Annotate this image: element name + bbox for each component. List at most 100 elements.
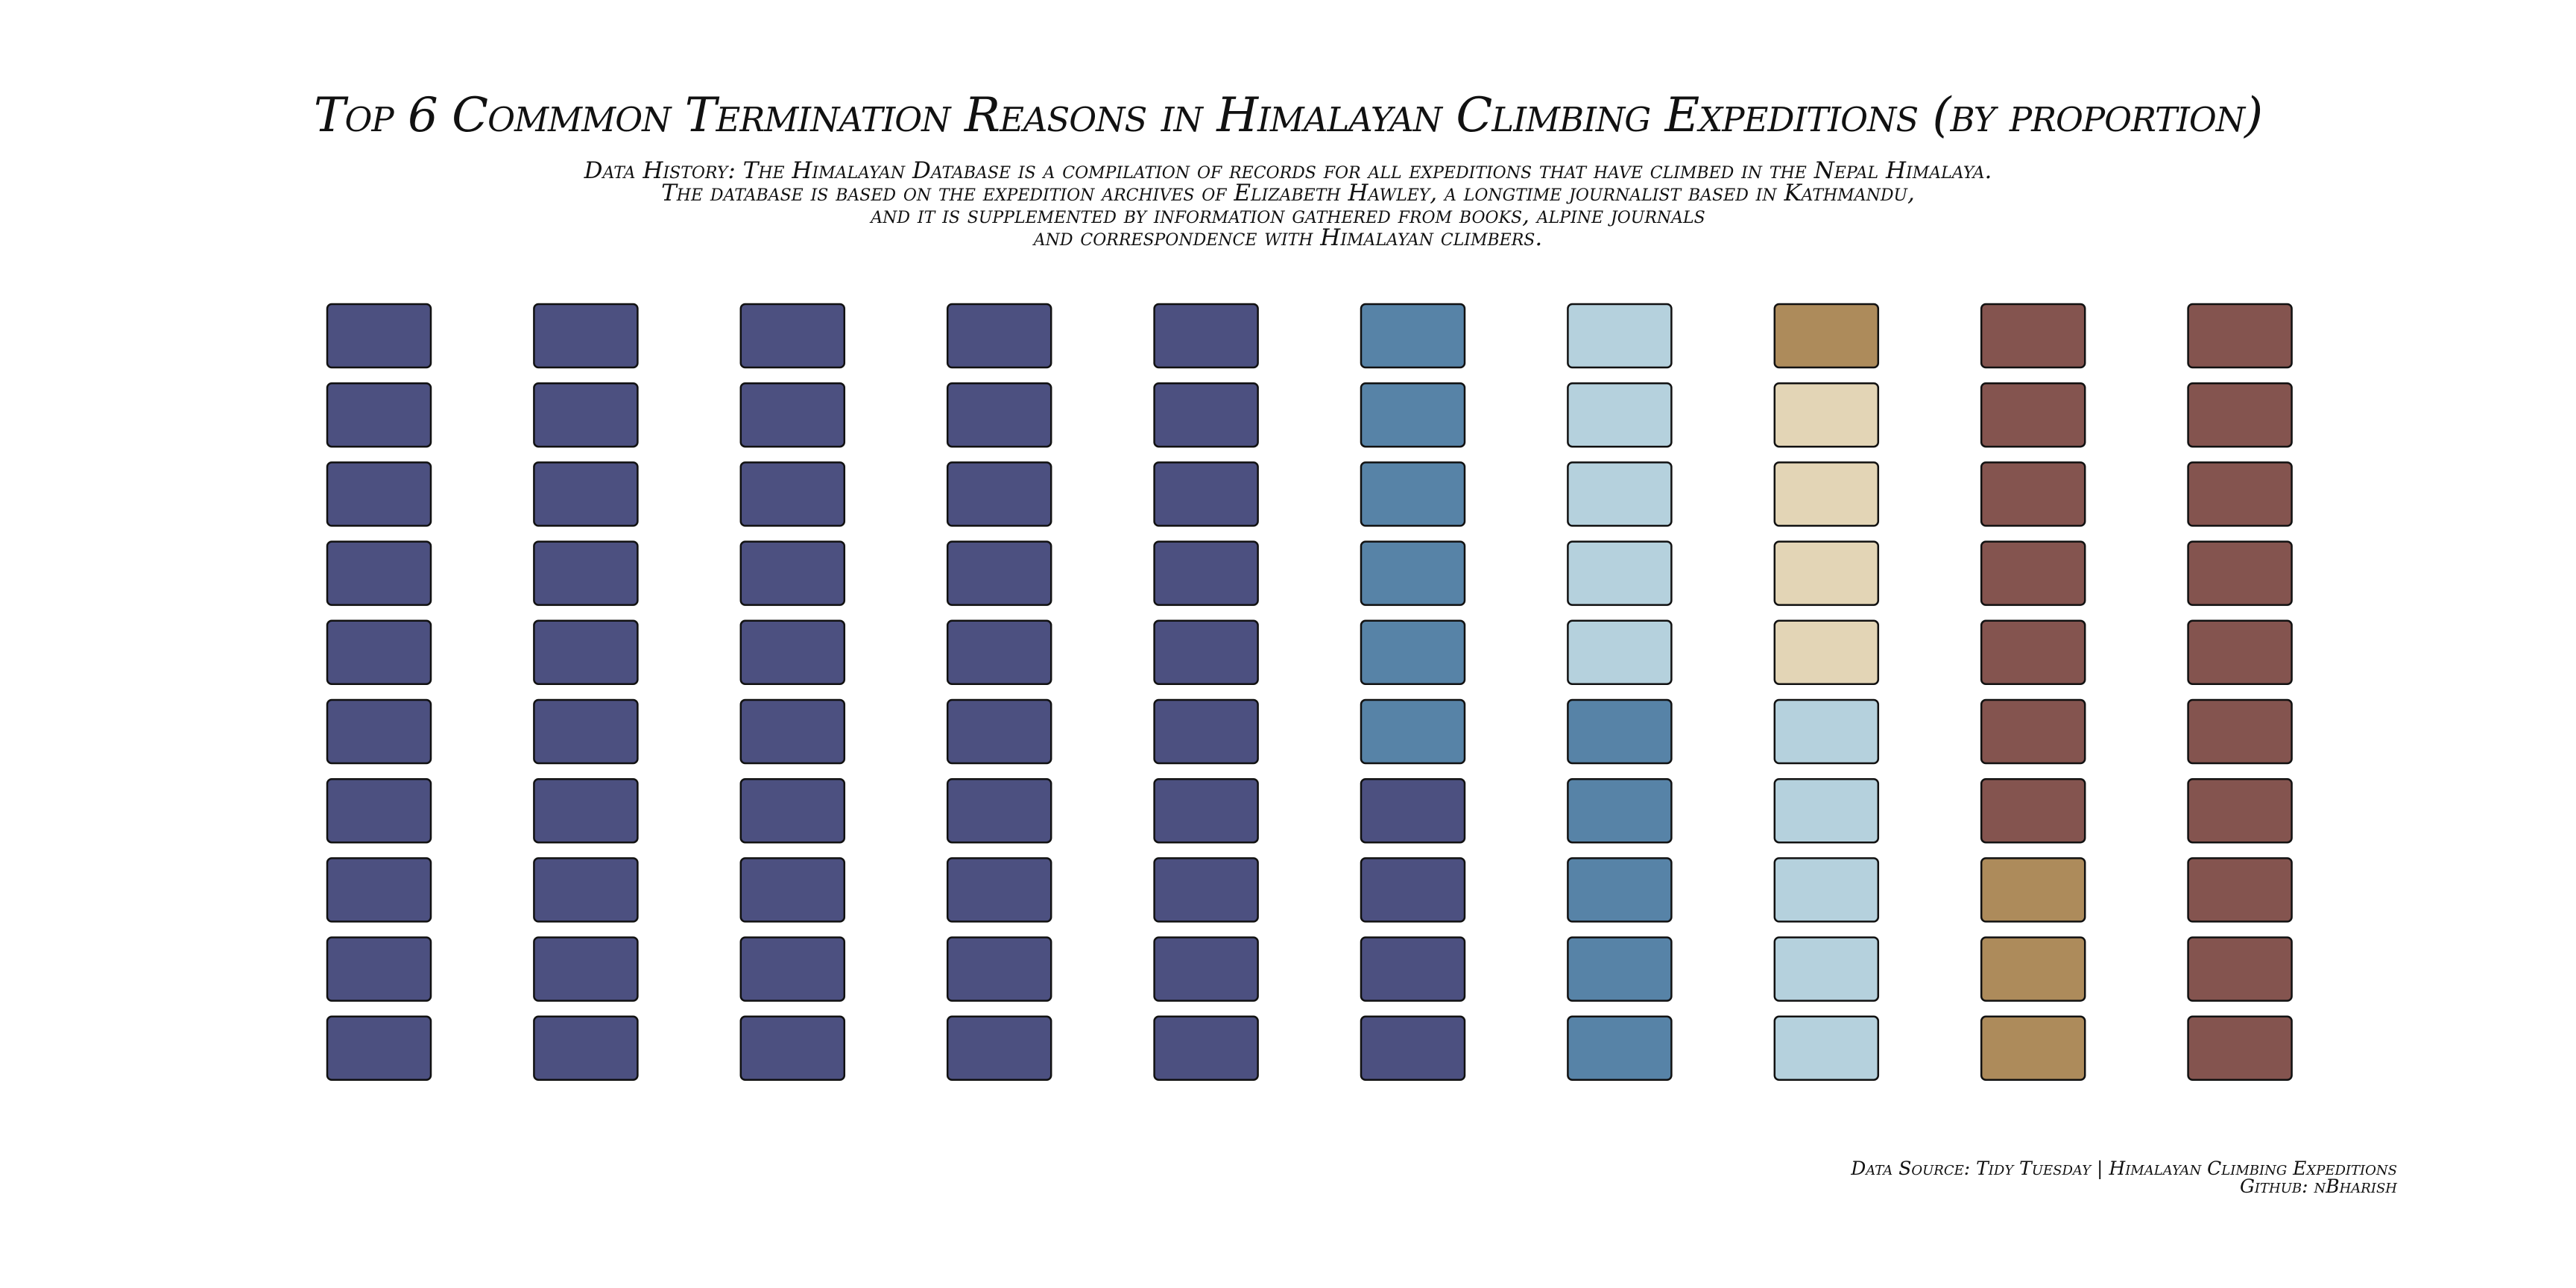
waffle-tile [1153,619,1259,686]
waffle-tile [326,540,432,606]
waffle-tile [1153,1015,1259,1082]
caption: Data Source: Tidy Tuesday | Himalayan Cl… [1851,1158,2397,1197]
chart-title: Top 6 Commmon Termination Reasons in Him… [313,88,2263,143]
waffle-tile [1980,936,2086,1002]
waffle-tile [1153,777,1259,844]
waffle-tile [1773,777,1880,844]
waffle-tile [946,698,1052,765]
data-source-caption: Data Source: Tidy Tuesday | Himalayan Cl… [1851,1158,2397,1179]
waffle-tile [1773,698,1880,765]
waffle-tile [1360,1015,1466,1082]
waffle-tile [2187,540,2293,606]
waffle-tile [739,698,846,765]
waffle-tile [326,461,432,527]
waffle-tile [326,1015,432,1082]
waffle-tile [1360,777,1466,844]
waffle-tile [1360,619,1466,686]
waffle-tile [1153,382,1259,448]
waffle-tile [2187,857,2293,923]
waffle-tile [946,303,1052,369]
subtitle-line: The database is based on the expedition … [661,180,1915,206]
subtitle-line: Data History: The Himalayan Database is … [584,157,1992,184]
waffle-tile [946,777,1052,844]
waffle-tile [533,461,639,527]
waffle-tile [1980,857,2086,923]
waffle-tile [2187,382,2293,448]
waffle-tile [1360,461,1466,527]
waffle-tile [739,857,846,923]
waffle-tile [1773,936,1880,1002]
waffle-tile [533,857,639,923]
waffle-tile [946,1015,1052,1082]
waffle-tile [946,540,1052,606]
waffle-tile [1567,1015,1673,1082]
waffle-tile [1360,936,1466,1002]
subtitle-line: and it is supplemented by information ga… [871,202,1705,229]
waffle-tile [1773,303,1880,369]
waffle-tile [533,698,639,765]
waffle-tile [946,857,1052,923]
waffle-tile [533,777,639,844]
waffle-tile [2187,619,2293,686]
waffle-tile [1567,777,1673,844]
waffle-tile [2187,461,2293,527]
waffle-tile [739,461,846,527]
waffle-tile [1980,698,2086,765]
waffle-tile [1567,619,1673,686]
waffle-tile [946,382,1052,448]
waffle-tile [1567,540,1673,606]
waffle-tile [2187,936,2293,1002]
waffle-tile [2187,303,2293,369]
waffle-tile [1567,857,1673,923]
waffle-tile [739,1015,846,1082]
waffle-tile [1153,857,1259,923]
waffle-tile [739,540,846,606]
waffle-tile [1360,382,1466,448]
waffle-tile [326,619,432,686]
waffle-tile [2187,777,2293,844]
waffle-tile [326,777,432,844]
waffle-tile [1567,461,1673,527]
waffle-tile [1773,461,1880,527]
waffle-tile [326,698,432,765]
waffle-tile [1567,303,1673,369]
waffle-tile [1360,698,1466,765]
waffle-tile [2187,1015,2293,1082]
waffle-tile [1360,540,1466,606]
waffle-tile [739,936,846,1002]
waffle-tile [326,303,432,369]
waffle-tile [533,303,639,369]
waffle-tile [2187,698,2293,765]
waffle-tile [1153,698,1259,765]
waffle-tile [1153,936,1259,1002]
waffle-tile [946,619,1052,686]
waffle-tile [1980,303,2086,369]
waffle-tile [1773,382,1880,448]
waffle-tile [739,382,846,448]
waffle-tile [1153,461,1259,527]
waffle-tile [533,936,639,1002]
waffle-tile [739,619,846,686]
waffle-tile [946,461,1052,527]
waffle-tile [1360,303,1466,369]
waffle-tile [1773,857,1880,923]
waffle-tile [739,303,846,369]
waffle-tile [533,382,639,448]
waffle-tile [326,936,432,1002]
waffle-tile [1773,540,1880,606]
waffle-tile [1980,777,2086,844]
github-caption: Github: nBharish [2239,1175,2397,1197]
waffle-tile [533,1015,639,1082]
waffle-tile [326,857,432,923]
waffle-tile [1153,303,1259,369]
waffle-tile [1980,540,2086,606]
waffle-tile [1980,1015,2086,1082]
waffle-tile [1980,619,2086,686]
waffle-tile [1773,619,1880,686]
waffle-tile [326,382,432,448]
waffle-tile [1567,936,1673,1002]
waffle-tile [1153,540,1259,606]
waffle-tile [533,540,639,606]
